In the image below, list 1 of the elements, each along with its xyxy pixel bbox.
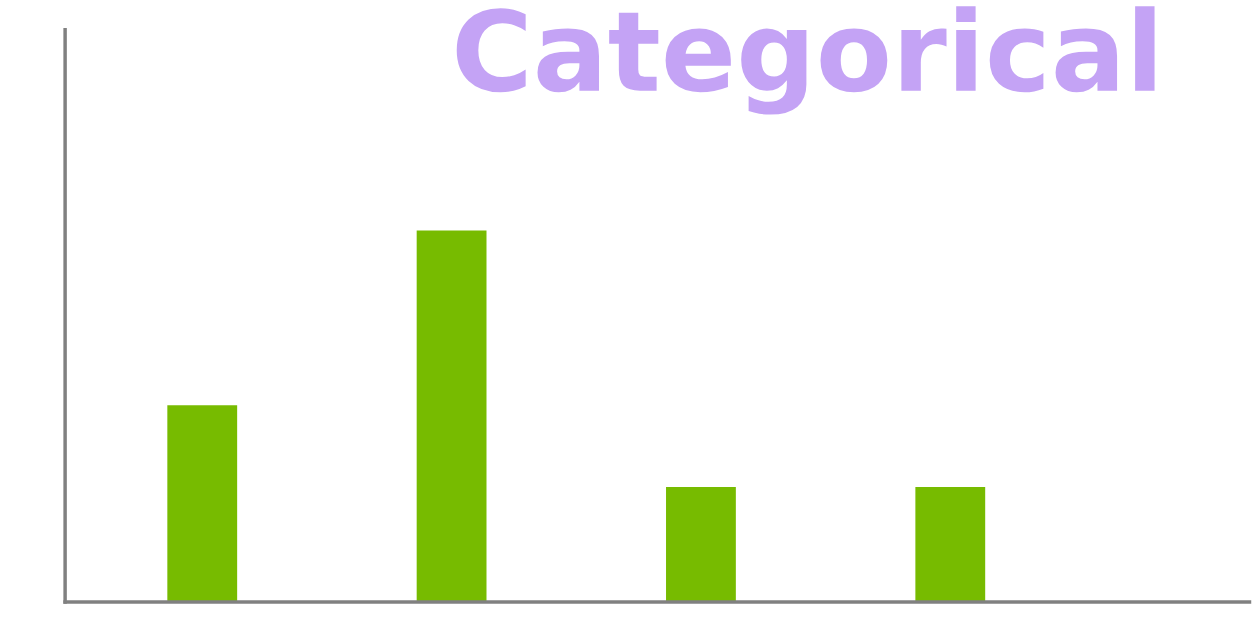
chart-title: Categorical xyxy=(456,6,1155,115)
